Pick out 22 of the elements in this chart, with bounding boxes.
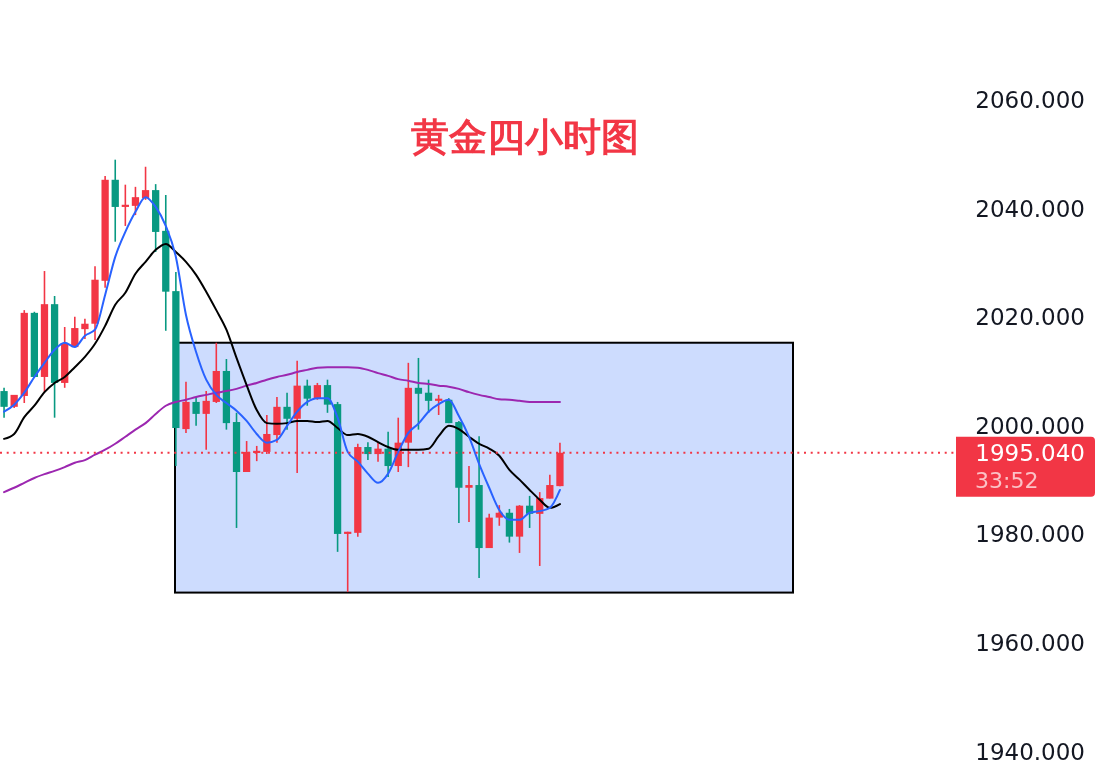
candlestick — [384, 431, 392, 478]
y-tick-label: 1980.000 — [975, 521, 1085, 548]
y-tick-label: 1940.000 — [975, 738, 1085, 765]
ref-line-label: 1995.040 — [975, 439, 1085, 466]
text: 黄金四小时图 — [411, 115, 639, 159]
candlestick — [465, 465, 473, 523]
candlestick — [546, 473, 554, 500]
candlestick — [202, 390, 210, 451]
candlestick — [131, 186, 140, 216]
y-tick-label: 1960.000 — [975, 630, 1085, 657]
candlestick — [0, 387, 8, 419]
y-tick-label: 2060.000 — [975, 86, 1085, 113]
candlestick — [192, 396, 200, 427]
candlestick — [303, 378, 311, 407]
y-tick-label: 2040.000 — [975, 195, 1085, 222]
y-tick-label: 2020.000 — [975, 304, 1085, 331]
candlestick — [414, 357, 423, 431]
line-series — [3, 366, 561, 494]
y-tick-label: 2000.000 — [975, 412, 1085, 439]
candlestick — [81, 318, 89, 340]
text: 33:52 — [975, 468, 1039, 494]
candlestick — [283, 391, 291, 431]
